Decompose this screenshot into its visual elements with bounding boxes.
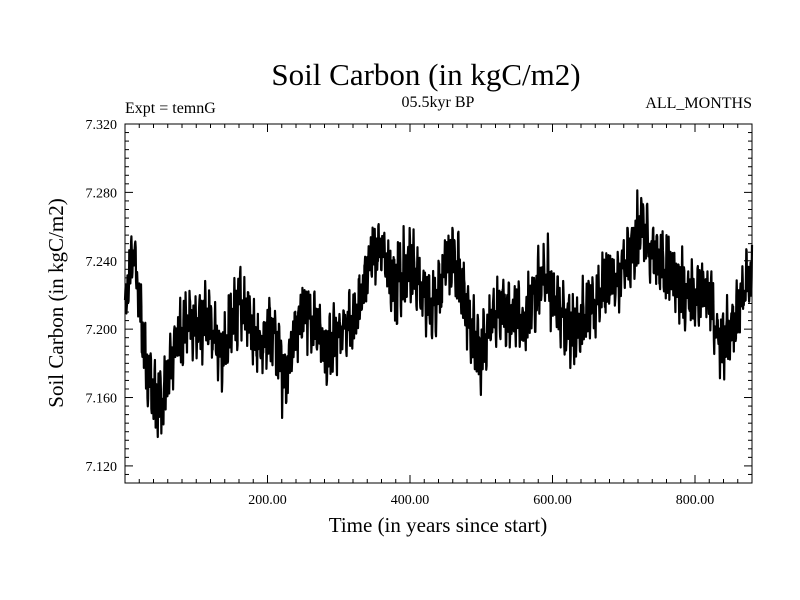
x-axis-label: Time (in years since start) <box>329 513 548 537</box>
soil-carbon-series-line <box>123 189 754 439</box>
experiment-label: Expt = temnG <box>125 100 216 117</box>
y-tick-label: 7.160 <box>86 392 118 407</box>
x-tick-label: 600.00 <box>533 493 572 508</box>
months-label: ALL_MONTHS <box>645 95 752 112</box>
plot-frame <box>124 123 753 484</box>
y-tick-label: 7.200 <box>86 323 118 338</box>
y-tick-label: 7.280 <box>86 186 118 201</box>
period-label: 05.5kyr BP <box>402 94 475 111</box>
y-tick-label: 7.240 <box>86 255 118 270</box>
y-tick-label: 7.120 <box>86 460 118 475</box>
y-tick-label: 7.320 <box>86 118 118 133</box>
chart-title: Soil Carbon (in kgC/m2) <box>271 57 580 92</box>
x-tick-label: 200.00 <box>248 493 287 508</box>
y-axis-label: Soil Carbon (in kgC/m2) <box>44 198 68 407</box>
x-tick-label: 400.00 <box>391 493 430 508</box>
x-tick-label: 800.00 <box>676 493 715 508</box>
